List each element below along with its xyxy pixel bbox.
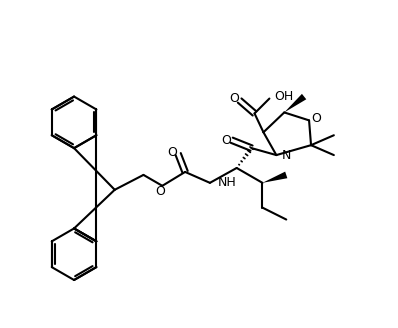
Text: O: O [311,112,321,125]
Text: O: O [155,185,165,198]
Polygon shape [284,94,306,113]
Text: N: N [281,149,291,162]
Polygon shape [262,172,287,183]
Text: NH: NH [218,176,236,189]
Text: O: O [229,92,239,105]
Text: O: O [221,134,231,147]
Text: OH: OH [274,90,294,103]
Text: O: O [167,146,177,159]
